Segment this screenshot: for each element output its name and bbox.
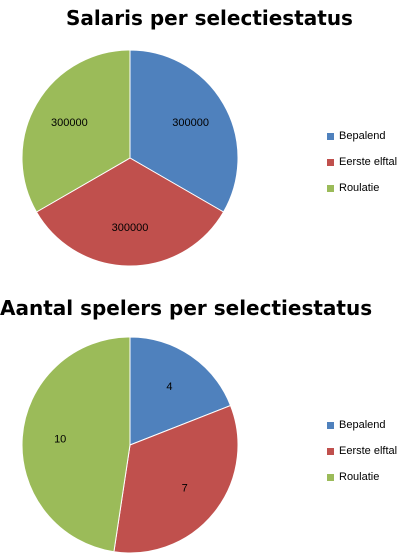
legend-swatch-roulatie	[327, 473, 334, 481]
pie-slice-roulatie	[21, 336, 131, 553]
legend-label: Eerste elftal	[339, 445, 398, 457]
legend-swatch-roulatie	[327, 184, 334, 192]
salary-legend: Bepalend Eerste elftal Roulatie	[327, 123, 397, 201]
pie-slice-roulatie	[21, 49, 131, 213]
legend-item-eerste-elftal: Eerste elftal	[327, 438, 397, 464]
legend-label: Roulatie	[339, 182, 380, 194]
legend-swatch-eerste-elftal	[327, 447, 334, 455]
legend-item-roulatie: Roulatie	[327, 464, 397, 490]
pie-slice-bepalend	[129, 336, 232, 446]
data-label-eerste-elftal: 7	[182, 483, 188, 495]
salary-chart-title: Salaris per selectiestatus	[66, 6, 353, 30]
legend-item-bepalend: Bepalend	[327, 412, 397, 438]
legend-swatch-bepalend	[327, 132, 334, 140]
pie-slice-eerste-elftal	[113, 404, 239, 554]
data-label-roulatie: 10	[54, 434, 66, 446]
pie-slice-eerste-elftal	[35, 157, 225, 267]
salary-pie: 300000 300000 300000	[21, 49, 239, 267]
players-chart-title: Aantal spelers per selectiestatus	[0, 296, 373, 320]
pie-slice-bepalend	[129, 49, 239, 213]
players-legend: Bepalend Eerste elftal Roulatie	[327, 412, 397, 490]
data-label-roulatie: 300000	[51, 117, 88, 129]
players-chart: Aantal spelers per selectiestatus 4 7 10 B…	[0, 280, 415, 556]
legend-swatch-eerste-elftal	[327, 158, 334, 166]
players-pie: 4 7 10	[21, 336, 239, 554]
legend-item-roulatie: Roulatie	[327, 175, 397, 201]
data-label-bepalend: 4	[166, 381, 172, 393]
legend-item-eerste-elftal: Eerste elftal	[327, 149, 397, 175]
legend-label: Bepalend	[339, 130, 386, 142]
legend-label: Eerste elftal	[339, 156, 398, 168]
legend-label: Bepalend	[339, 419, 386, 431]
salary-chart: Salaris per selectiestatus 300000 300000 3…	[21, 6, 397, 267]
data-label-eerste-elftal: 300000	[112, 222, 149, 234]
legend-item-bepalend: Bepalend	[327, 123, 397, 149]
data-label-bepalend: 300000	[172, 117, 209, 129]
legend-label: Roulatie	[339, 471, 380, 483]
legend-swatch-bepalend	[327, 421, 334, 429]
